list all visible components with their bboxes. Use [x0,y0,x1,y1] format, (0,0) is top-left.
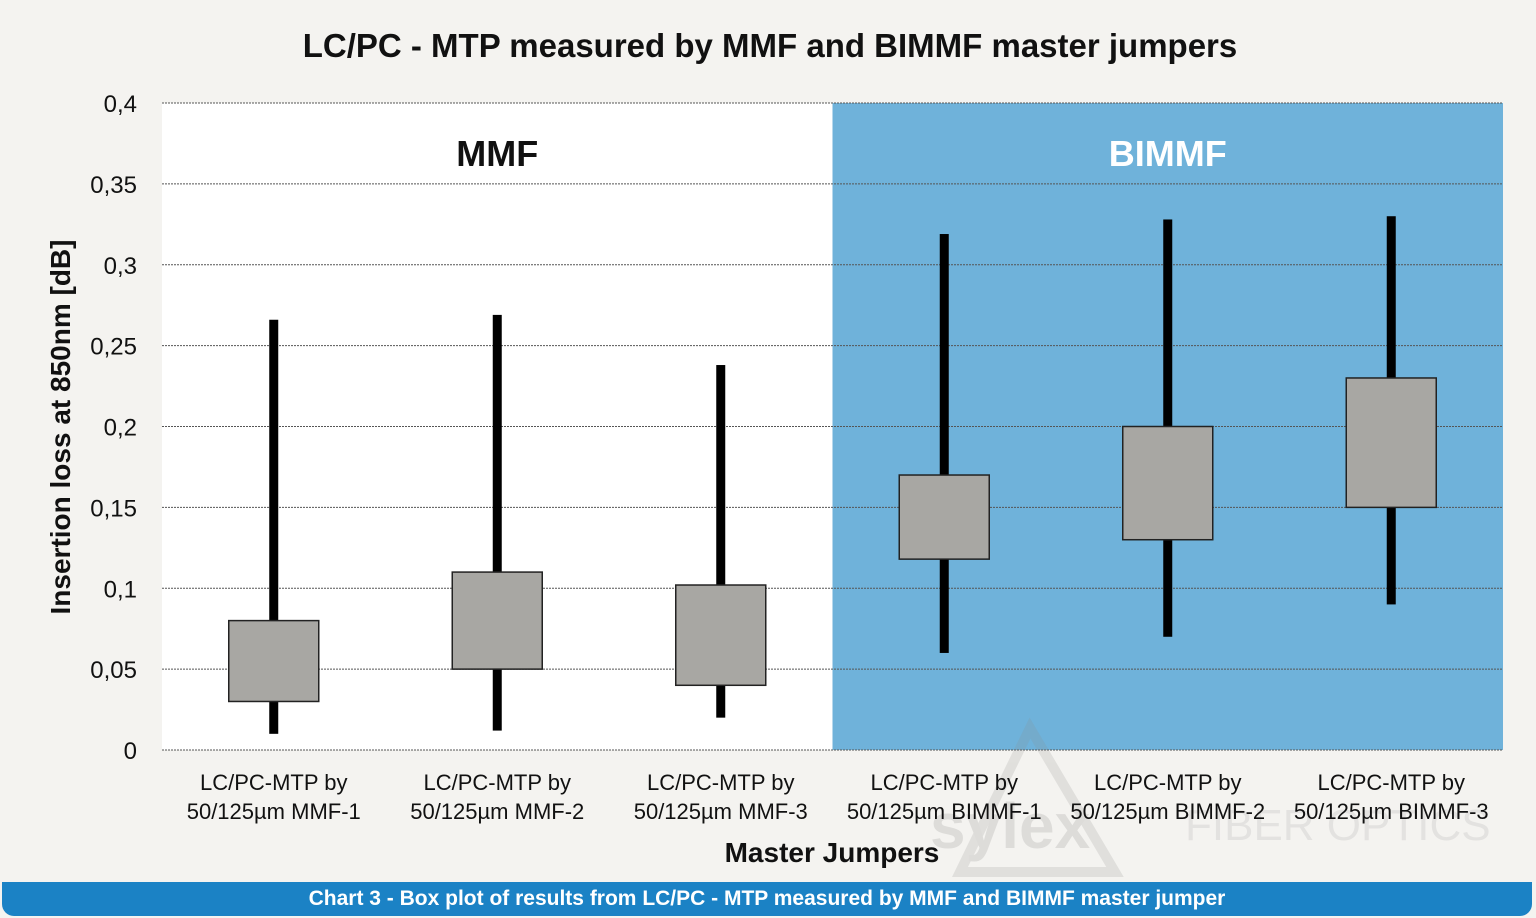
box [228,619,320,703]
box [1345,377,1437,509]
x-tick-label: 50/125µm MMF-2 [410,799,584,824]
y-tick-label: 0 [124,738,137,765]
figure-caption: Chart 3 - Box plot of results from LC/PC… [2,882,1532,916]
box [898,474,990,560]
x-tick-label: LC/PC-MTP by [1317,770,1465,795]
region-label-bimmf: BIMMF [1109,133,1227,174]
box [451,571,543,670]
y-tick-label: 0,05 [90,657,137,684]
y-tick-label: 0,3 [104,253,137,280]
box [675,584,767,687]
chart-title: LC/PC - MTP measured by MMF and BIMMF ma… [303,27,1238,64]
whisker [492,314,502,731]
x-tick-label: LC/PC-MTP by [200,770,348,795]
whisker [269,319,279,734]
y-tick-label: 0,1 [104,576,137,603]
region-label-mmf: MMF [456,133,538,174]
y-axis-label: Insertion loss at 850nm [dB] [45,240,76,615]
whisker [716,365,726,718]
x-tick-label: 50/125µm MMF-3 [634,799,808,824]
x-tick-label: LC/PC-MTP by [647,770,795,795]
svg-text:FIBER OPTICS: FIBER OPTICS [1185,801,1491,850]
y-tick-label: 0,2 [104,415,137,442]
x-tick-label: LC/PC-MTP by [423,770,571,795]
x-tick-label: LC/PC-MTP by [870,770,1018,795]
x-tick-label: 50/125µm BIMMF-2 [1070,799,1265,824]
x-tick-label: LC/PC-MTP by [1094,770,1242,795]
box [1122,425,1214,541]
y-tick-label: 0,4 [104,91,137,118]
svg-text:sylex: sylex [930,790,1091,862]
watermark-logo: sylex FIBER OPTICS [930,717,1491,877]
y-tick-label: 0,25 [90,334,137,361]
x-tick-label: 50/125µm BIMMF-3 [1294,799,1489,824]
y-tick-label: 0,35 [90,172,137,199]
x-tick-label: 50/125µm MMF-1 [187,799,361,824]
x-tick-label: 50/125µm BIMMF-1 [847,799,1042,824]
x-axis-label: Master Jumpers [725,837,940,868]
y-tick-label: 0,15 [90,495,137,522]
whisker [939,234,949,653]
